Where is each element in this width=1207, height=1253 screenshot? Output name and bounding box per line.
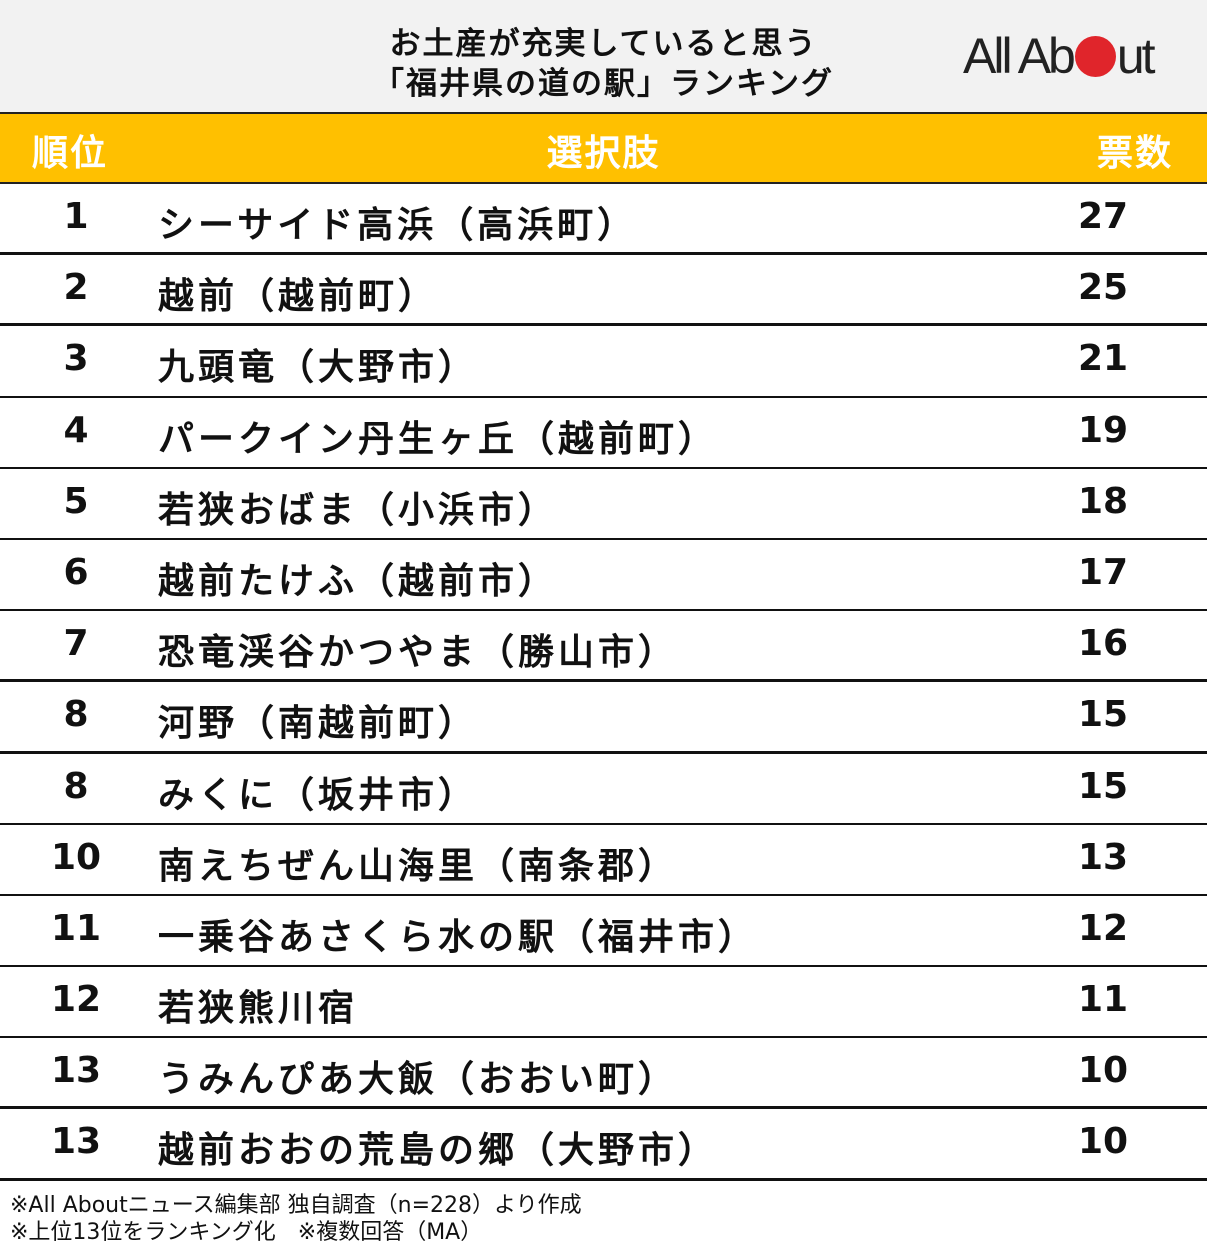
table-row: 10 南えちぜん山海里（南条郡） 13 bbox=[0, 824, 1207, 896]
votes-cell: 15 bbox=[1077, 765, 1129, 807]
logo-text-after: ut bbox=[1116, 28, 1156, 84]
rank-cell: 13 bbox=[50, 1050, 102, 1092]
ranking-table-body: 1 シーサイド高浜（高浜町） 27 2 越前（越前町） 25 3 九頭竜（大野市… bbox=[0, 184, 1207, 1181]
votes-cell: 12 bbox=[1077, 907, 1129, 949]
votes-cell: 27 bbox=[1077, 196, 1129, 237]
table-row: 13 越前おおの荒島の郷（大野市） 10 bbox=[0, 1109, 1207, 1181]
footnote-source: ※All Aboutニュース編集部 独自調査（n=228）より作成 bbox=[10, 1193, 582, 1218]
allabout-logo: All Ab ut bbox=[963, 28, 1156, 84]
rank-cell: 11 bbox=[50, 907, 102, 949]
name-cell: うみんぴあ大飯（おおい町） bbox=[158, 1059, 679, 1101]
rank-cell: 7 bbox=[63, 623, 89, 665]
column-header-votes: 票数 bbox=[1096, 133, 1173, 174]
rank-cell: 5 bbox=[63, 480, 89, 522]
name-cell: 九頭竜（大野市） bbox=[158, 347, 479, 389]
rank-cell: 4 bbox=[63, 409, 89, 451]
name-cell: 若狭おばま（小浜市） bbox=[158, 489, 559, 531]
rank-cell: 10 bbox=[50, 836, 102, 878]
rank-cell: 1 bbox=[63, 196, 89, 237]
table-row: 5 若狭おばま（小浜市） 18 bbox=[0, 468, 1207, 540]
name-cell: 一乗谷あさくら水の駅（福井市） bbox=[158, 916, 759, 958]
votes-cell: 10 bbox=[1077, 1050, 1129, 1092]
logo-red-dot-icon bbox=[1074, 36, 1116, 77]
table-row: 4 パークイン丹生ヶ丘（越前町） 19 bbox=[0, 397, 1207, 469]
table-row: 2 越前（越前町） 25 bbox=[0, 255, 1207, 327]
logo-text-before: All Ab bbox=[963, 28, 1076, 84]
table-row: 3 九頭竜（大野市） 21 bbox=[0, 326, 1207, 398]
table-row: 13 うみんぴあ大飯（おおい町） 10 bbox=[0, 1038, 1207, 1110]
votes-cell: 17 bbox=[1077, 551, 1129, 593]
votes-cell: 10 bbox=[1077, 1121, 1129, 1163]
table-row: 8 河野（南越前町） 15 bbox=[0, 682, 1207, 754]
name-cell: 越前（越前町） bbox=[158, 276, 439, 318]
rank-cell: 13 bbox=[50, 1121, 102, 1163]
votes-cell: 15 bbox=[1077, 694, 1129, 736]
name-cell: 越前たけふ（越前市） bbox=[158, 560, 559, 602]
column-header-choice: 選択肢 bbox=[546, 133, 661, 174]
votes-cell: 19 bbox=[1077, 409, 1129, 451]
votes-cell: 21 bbox=[1077, 338, 1129, 380]
rank-cell: 8 bbox=[63, 765, 89, 807]
votes-cell: 18 bbox=[1077, 480, 1129, 522]
name-cell: 南えちぜん山海里（南条郡） bbox=[158, 845, 679, 887]
title-band: お土産が充実していると思う 「福井県の道の駅」ランキング All Ab ut bbox=[0, 0, 1207, 112]
table-row: 12 若狭熊川宿 11 bbox=[0, 967, 1207, 1039]
votes-cell: 25 bbox=[1077, 267, 1129, 309]
name-cell: 河野（南越前町） bbox=[158, 703, 479, 745]
votes-cell: 11 bbox=[1077, 979, 1129, 1021]
page-title-line2: 「福井県の道の駅」ランキング bbox=[372, 66, 835, 102]
name-cell: シーサイド高浜（高浜町） bbox=[158, 205, 638, 246]
rank-cell: 2 bbox=[63, 267, 89, 309]
table-row: 8 みくに（坂井市） 15 bbox=[0, 753, 1207, 825]
name-cell: みくに（坂井市） bbox=[158, 774, 479, 816]
name-cell: 恐竜渓谷かつやま（勝山市） bbox=[158, 632, 679, 674]
footnotes: ※All Aboutニュース編集部 独自調査（n=228）より作成 ※上位13位… bbox=[10, 1192, 582, 1246]
name-cell: パークイン丹生ヶ丘（越前町） bbox=[158, 418, 719, 460]
table-row: 1 シーサイド高浜（高浜町） 27 bbox=[0, 184, 1207, 256]
table-row: 7 恐竜渓谷かつやま（勝山市） 16 bbox=[0, 611, 1207, 683]
name-cell: 越前おおの荒島の郷（大野市） bbox=[158, 1130, 719, 1172]
table-header: 順位 選択肢 票数 bbox=[0, 112, 1207, 184]
table-row: 11 一乗谷あさくら水の駅（福井市） 12 bbox=[0, 895, 1207, 968]
column-header-rank: 順位 bbox=[32, 133, 109, 174]
rank-cell: 3 bbox=[63, 338, 89, 380]
rank-cell: 8 bbox=[63, 694, 89, 736]
table-row: 6 越前たけふ（越前市） 17 bbox=[0, 539, 1207, 612]
footnote-method: ※上位13位をランキング化 ※複数回答（MA） bbox=[10, 1220, 483, 1245]
rank-cell: 12 bbox=[50, 979, 102, 1021]
rank-cell: 6 bbox=[63, 551, 89, 593]
page-title-line1: お土産が充実していると思う bbox=[389, 26, 818, 62]
votes-cell: 13 bbox=[1077, 836, 1129, 878]
votes-cell: 16 bbox=[1077, 623, 1129, 665]
name-cell: 若狭熊川宿 bbox=[158, 988, 359, 1030]
